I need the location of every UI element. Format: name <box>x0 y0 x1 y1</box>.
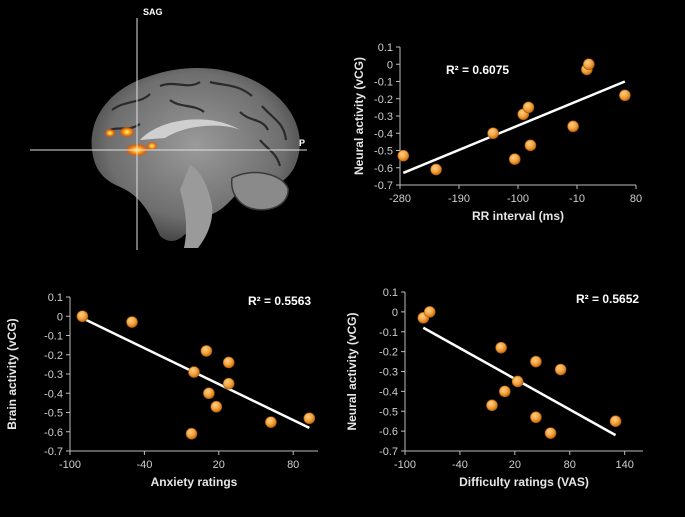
data-point <box>397 149 410 162</box>
y-tick-label: -0.2 <box>379 347 398 359</box>
data-point <box>222 377 235 390</box>
chart-2: 0.1 0 -0.1 -0.2 -0.3 -0.4 -0.5 -0.6 -0.7-100 -40 2… <box>5 292 318 489</box>
y-axis-label: Brain activity (vCG) <box>5 318 19 429</box>
y-tick-label: -0.5 <box>374 146 393 158</box>
brain-view-label: SAG <box>143 7 163 17</box>
y-tick-label: 0.1 <box>383 287 398 299</box>
data-point <box>609 415 622 427</box>
data-point <box>423 306 436 318</box>
x-tick-label: 80 <box>630 193 642 205</box>
r-squared-label: R² = 0.5652 <box>576 292 639 306</box>
brainstem <box>180 165 213 248</box>
y-tick-label: -0.2 <box>374 94 393 106</box>
activation-blob-2 <box>105 129 115 137</box>
data-point <box>495 341 507 354</box>
y-tick-label: 0.1 <box>378 42 393 54</box>
x-tick-label: -40 <box>452 459 468 471</box>
data-point <box>567 120 579 133</box>
r-squared-label: R² = 0.6075 <box>446 63 509 77</box>
x-tick-label: -100 <box>59 459 81 471</box>
data-point <box>619 89 631 102</box>
trend-line <box>402 80 626 175</box>
data-point <box>508 153 521 165</box>
brain-image: SAG P <box>30 7 307 250</box>
x-tick-label: -280 <box>389 193 411 205</box>
data-point <box>126 316 138 328</box>
data-point <box>554 363 567 376</box>
x-tick-label: 20 <box>213 459 225 471</box>
data-point <box>582 58 595 71</box>
r-squared-label: R² = 0.5563 <box>248 294 311 308</box>
y-tick-label: -0.3 <box>44 369 63 381</box>
data-point <box>265 416 277 428</box>
data-point <box>188 366 200 378</box>
data-point <box>530 355 542 368</box>
x-axis-label: RR interval (ms) <box>472 209 564 223</box>
chart-1: 0.1 0 -0.1 -0.2 -0.3 -0.4 -0.5 -0.6 -0.7-280 -190… <box>352 42 642 223</box>
x-tick-label: 80 <box>287 459 299 471</box>
x-tick-label: -40 <box>136 459 152 471</box>
data-point <box>200 345 213 357</box>
y-tick-label: -0.7 <box>44 446 63 458</box>
x-tick-label: -190 <box>448 193 470 205</box>
data-point <box>522 101 535 114</box>
data-point <box>524 139 537 152</box>
data-point <box>203 387 215 400</box>
y-tick-label: -0.5 <box>379 406 398 418</box>
y-axis-label: Neural activity (vCG) <box>352 57 366 175</box>
corpus-callosum <box>140 119 240 140</box>
data-point <box>530 411 542 424</box>
x-tick-label: -100 <box>394 459 416 471</box>
y-tick-label: -0.4 <box>379 386 398 398</box>
data-point <box>544 427 557 439</box>
y-tick-label: -0.1 <box>44 331 63 343</box>
x-axis-label: Difficulty ratings (VAS) <box>459 475 589 489</box>
y-tick-label: 0.1 <box>48 292 63 304</box>
data-point <box>430 163 442 176</box>
y-tick-label: -0.2 <box>44 350 63 362</box>
chart-3: 0.1 0 -0.1 -0.2 -0.3 -0.4 -0.5 -0.6 -0.7-100 -40 2… <box>345 287 643 489</box>
y-tick-label: -0.1 <box>374 77 393 89</box>
y-tick-label: 0 <box>57 311 63 323</box>
y-tick-label: -0.4 <box>374 128 393 140</box>
x-tick-label: -100 <box>507 193 529 205</box>
brain-axis-label: P <box>299 138 305 148</box>
x-tick-label: 80 <box>564 459 576 471</box>
data-point <box>76 310 89 323</box>
y-tick-label: -0.5 <box>44 408 63 420</box>
brain-cortex <box>91 68 300 241</box>
x-tick-label: 20 <box>509 459 521 471</box>
y-tick-label: 0 <box>387 59 393 71</box>
y-tick-label: -0.4 <box>44 388 63 400</box>
y-tick-label: -0.3 <box>379 367 398 379</box>
data-point <box>511 375 524 388</box>
y-tick-label: -0.6 <box>379 426 398 438</box>
cerebellum <box>230 171 289 211</box>
activation-blob-4 <box>147 142 157 150</box>
y-tick-label: -0.7 <box>379 446 398 458</box>
data-point <box>303 412 316 425</box>
y-tick-label: -0.3 <box>374 111 393 123</box>
y-tick-label: 0 <box>392 307 398 319</box>
y-axis-label: Neural activity (vCG) <box>345 312 359 430</box>
data-point <box>210 400 223 413</box>
x-tick-label: -10 <box>569 193 585 205</box>
data-point <box>498 385 511 398</box>
y-tick-label: -0.7 <box>374 180 393 192</box>
data-point <box>486 399 498 412</box>
x-tick-label: 140 <box>616 459 634 471</box>
y-tick-label: -0.6 <box>374 163 393 175</box>
data-point <box>487 127 499 140</box>
data-point <box>222 356 235 369</box>
y-tick-label: -0.1 <box>379 327 398 339</box>
data-point <box>185 427 198 440</box>
x-axis-label: Anxiety ratings <box>151 475 238 489</box>
y-tick-label: -0.6 <box>44 427 63 439</box>
activation-blob-1 <box>120 127 134 137</box>
